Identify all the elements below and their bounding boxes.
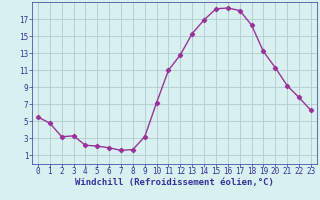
X-axis label: Windchill (Refroidissement éolien,°C): Windchill (Refroidissement éolien,°C) (75, 178, 274, 187)
